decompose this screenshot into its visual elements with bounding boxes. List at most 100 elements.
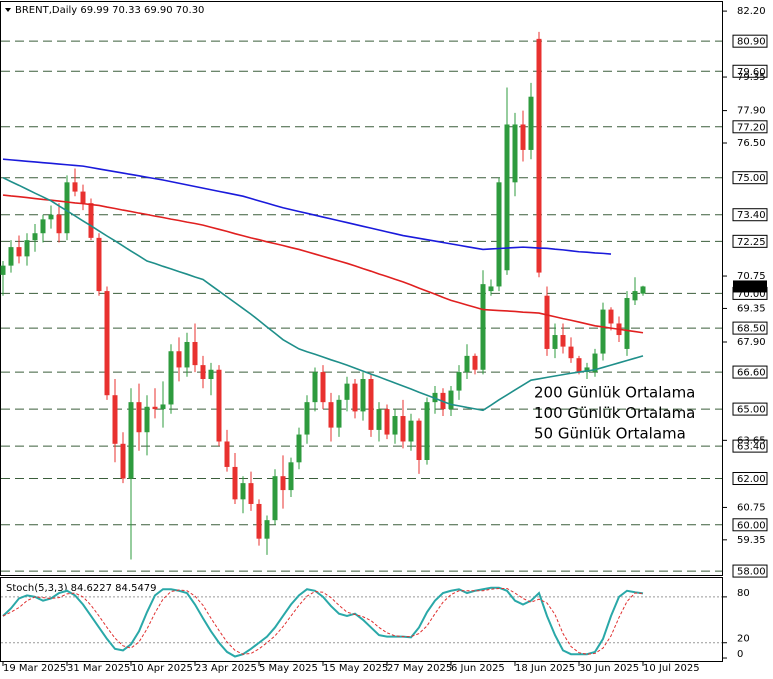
x-tick-label: 19 Mar 2025 — [3, 663, 66, 674]
candle-body — [552, 335, 558, 349]
stoch-line — [2, 586, 644, 658]
x-tick-label: 18 Jun 2025 — [515, 663, 575, 674]
x-tick-label: 31 Mar 2025 — [67, 663, 130, 674]
candle-body — [224, 441, 230, 467]
y-tick-label: 69.35 — [737, 303, 766, 314]
candle-body — [408, 420, 414, 442]
x-tick-label: 27 May 2025 — [387, 663, 452, 674]
level-label: 58.00 — [737, 567, 766, 578]
level-label: 70.00 — [737, 289, 766, 300]
candle-body — [296, 434, 302, 463]
y-tick-label: 67.90 — [737, 337, 766, 348]
candle-body — [112, 395, 118, 444]
candle-body — [328, 402, 334, 428]
candle-body — [272, 476, 278, 521]
x-tick-label: 10 Jul 2025 — [643, 663, 700, 674]
level-label: 73.40 — [737, 210, 766, 221]
legend-entry: 50 Günlük Ortalama — [534, 425, 686, 443]
level-label: 79.60 — [737, 67, 766, 78]
candle-body — [368, 379, 374, 430]
candle-body — [72, 182, 78, 192]
candle-body — [312, 372, 318, 403]
candle-body — [96, 237, 102, 292]
level-label-box — [732, 64, 768, 78]
candle-body — [416, 420, 422, 460]
y-tick-label: 76.50 — [737, 138, 766, 149]
candle-body — [248, 483, 254, 504]
candle-body — [544, 295, 550, 349]
level-label-box — [732, 208, 768, 222]
candle-body — [592, 353, 598, 373]
candle-body — [256, 503, 262, 539]
level-label-box — [732, 472, 768, 486]
candle-body — [568, 346, 574, 359]
candle-body — [48, 214, 54, 220]
candle-body — [144, 406, 150, 433]
candle-body — [336, 399, 342, 428]
candle-body — [608, 309, 614, 324]
level-label-box — [732, 234, 768, 248]
level-label-box — [732, 439, 768, 453]
candle-body — [360, 379, 366, 412]
candle-body — [288, 462, 294, 491]
candle-body — [168, 351, 174, 405]
stoch-title: Stoch(5,3,3) 84.6227 84.5479 — [6, 583, 157, 594]
candle-body — [192, 341, 198, 366]
y-tick-label: 63.65 — [737, 435, 766, 446]
candle-body — [536, 38, 542, 273]
candle-body — [344, 383, 350, 400]
current-price-label: 70.30 — [737, 282, 766, 293]
candle-body — [472, 355, 478, 370]
level-label: 60.00 — [737, 520, 766, 531]
candle-body — [584, 367, 590, 373]
y-tick-label: 77.90 — [737, 106, 766, 117]
candle-body — [64, 182, 70, 234]
candle-body — [520, 124, 526, 150]
x-tick-label: 6 Jun 2025 — [451, 663, 505, 674]
candle-body — [528, 96, 534, 150]
level-label: 66.60 — [737, 368, 766, 379]
level-label-box — [732, 120, 768, 134]
level-label: 68.50 — [737, 324, 766, 335]
candle-body — [16, 247, 22, 257]
y-tick-label: 59.35 — [737, 535, 766, 546]
candle-body — [384, 409, 390, 435]
candle-body — [160, 404, 166, 410]
candle-body — [496, 182, 502, 287]
menu-arrow — [5, 8, 11, 12]
candle-body — [640, 286, 646, 294]
candle-body — [576, 358, 582, 373]
candle-body — [512, 124, 518, 183]
candle-body — [320, 372, 326, 403]
candle-body — [400, 416, 406, 442]
level-label-box — [732, 564, 768, 578]
x-tick-label: 15 May 2025 — [323, 663, 388, 674]
candle-body — [8, 247, 14, 266]
main-panel — [0, 1, 723, 576]
candle-body — [624, 298, 630, 349]
y-tick-label: 70.75 — [737, 271, 766, 282]
y-tick-label: 82.20 — [737, 6, 766, 17]
y-tick-label: 60.75 — [737, 502, 766, 513]
candle-body — [184, 341, 190, 368]
y-tick-label: 0 — [737, 649, 743, 660]
y-tick-label: 80 — [737, 588, 750, 599]
candle-body — [600, 309, 606, 354]
level-label: 72.25 — [737, 237, 766, 248]
candle-body — [376, 409, 382, 430]
candle-body — [128, 402, 134, 479]
candle-body — [480, 284, 486, 370]
candle-body — [24, 240, 30, 257]
candle-body — [424, 402, 430, 460]
level-label: 63.40 — [737, 442, 766, 453]
candle-body — [392, 416, 398, 435]
candle-body — [80, 191, 86, 204]
candle-body — [464, 355, 470, 373]
level-label: 77.20 — [737, 122, 766, 133]
candle-body — [304, 402, 310, 435]
candle-body — [176, 351, 182, 368]
candle-body — [32, 233, 38, 241]
level-label: 62.00 — [737, 474, 766, 485]
legend-entry: 100 Günlük Ortalama — [534, 404, 695, 422]
